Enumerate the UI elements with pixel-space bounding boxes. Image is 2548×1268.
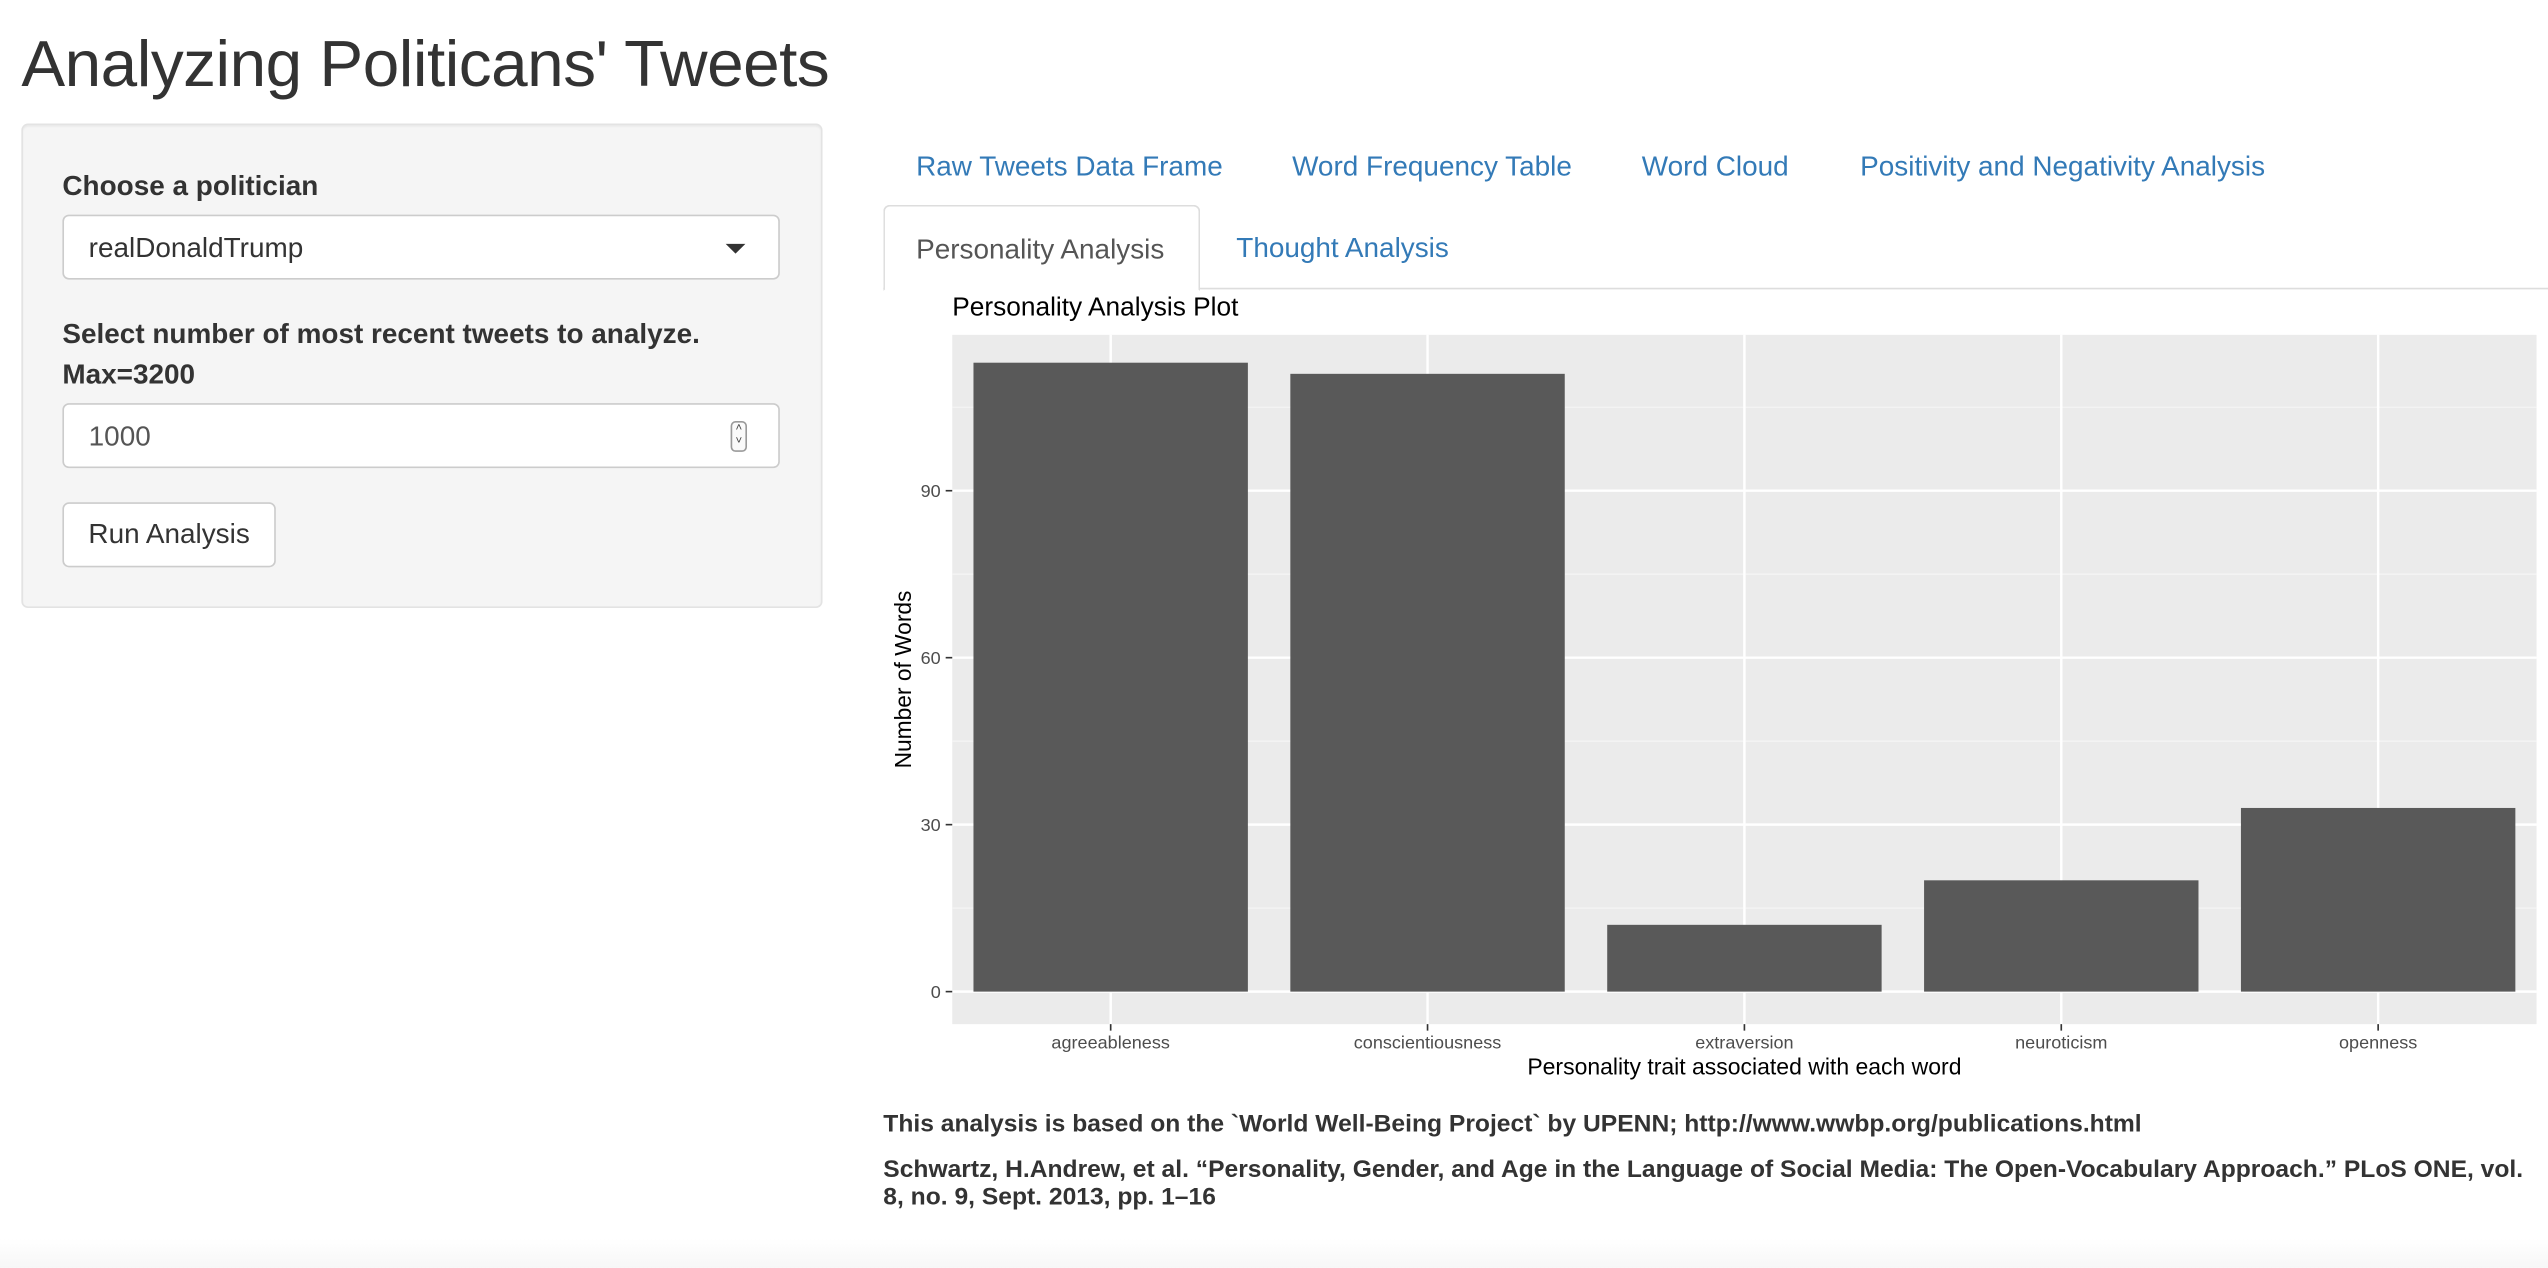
y-tick-label: 90 [921, 481, 941, 501]
citation-note: Schwartz, H.Andrew, et al. “Personality,… [883, 1155, 2524, 1212]
tweets-count-label: Select number of most recent tweets to a… [62, 314, 699, 395]
bar-agreeableness [973, 362, 1248, 992]
tab-word-cloud[interactable]: Word Cloud [1641, 151, 1789, 183]
tab-positivity-negativity[interactable]: Positivity and Negativity Analysis [1860, 151, 2266, 183]
tweets-count-value: 1000 [88, 421, 151, 452]
personality-bar-chart: 0 30 60 90 agreeableness conscientiousness ext… [890, 334, 2537, 1080]
x-tick-label: extraversion [1695, 1033, 1793, 1053]
tabs-divider [883, 287, 2548, 290]
page-title: Analyzing Politicans' Tweets [21, 29, 830, 101]
y-tick-label: 30 [921, 815, 941, 835]
y-tick-label: 60 [921, 648, 941, 668]
tab-word-frequency[interactable]: Word Frequency Table [1292, 151, 1572, 183]
x-tick-label: openness [2339, 1033, 2417, 1053]
x-tick-label: agreeableness [1051, 1033, 1169, 1053]
bar-conscientiousness [1290, 373, 1565, 992]
y-tick-label: 0 [931, 982, 941, 1002]
tweets-count-label-line1: Select number of most recent tweets to a… [62, 318, 700, 350]
x-tick-label: conscientiousness [1354, 1033, 1502, 1053]
page-bottom-edge [0, 1238, 2548, 1268]
tab-personality-analysis-label: Personality Analysis [916, 234, 1165, 265]
bar-extraversion [1607, 924, 1882, 992]
x-axis-title: Personality trait associated with each w… [1527, 1054, 1961, 1080]
tweets-count-input[interactable]: 1000 ˄ ˅ [62, 403, 780, 469]
chart-title: Personality Analysis Plot [952, 294, 1239, 322]
sidebar-panel: Choose a politician realDonaldTrump Sele… [21, 123, 823, 608]
x-tick-label: neuroticism [2015, 1033, 2107, 1053]
tab-raw-tweets[interactable]: Raw Tweets Data Frame [916, 151, 1223, 183]
politician-select-value: realDonaldTrump [88, 232, 304, 264]
y-axis-title: Number of Words [890, 591, 916, 769]
caret-down-icon [725, 243, 746, 254]
bar-openness [2240, 807, 2516, 992]
run-analysis-button[interactable]: Run Analysis [62, 502, 276, 568]
politician-label: Choose a politician [62, 170, 319, 202]
politician-select[interactable]: realDonaldTrump [62, 214, 780, 280]
source-note: This analysis is based on the `World Wel… [883, 1110, 2142, 1138]
number-spinner-icon[interactable]: ˄ ˅ [730, 421, 748, 452]
tab-thought-analysis[interactable]: Thought Analysis [1236, 232, 1449, 264]
tab-personality-analysis[interactable]: Personality Analysis [883, 204, 1201, 291]
tweets-count-label-line2: Max=3200 [62, 359, 196, 391]
bar-neuroticism [1924, 880, 2199, 992]
